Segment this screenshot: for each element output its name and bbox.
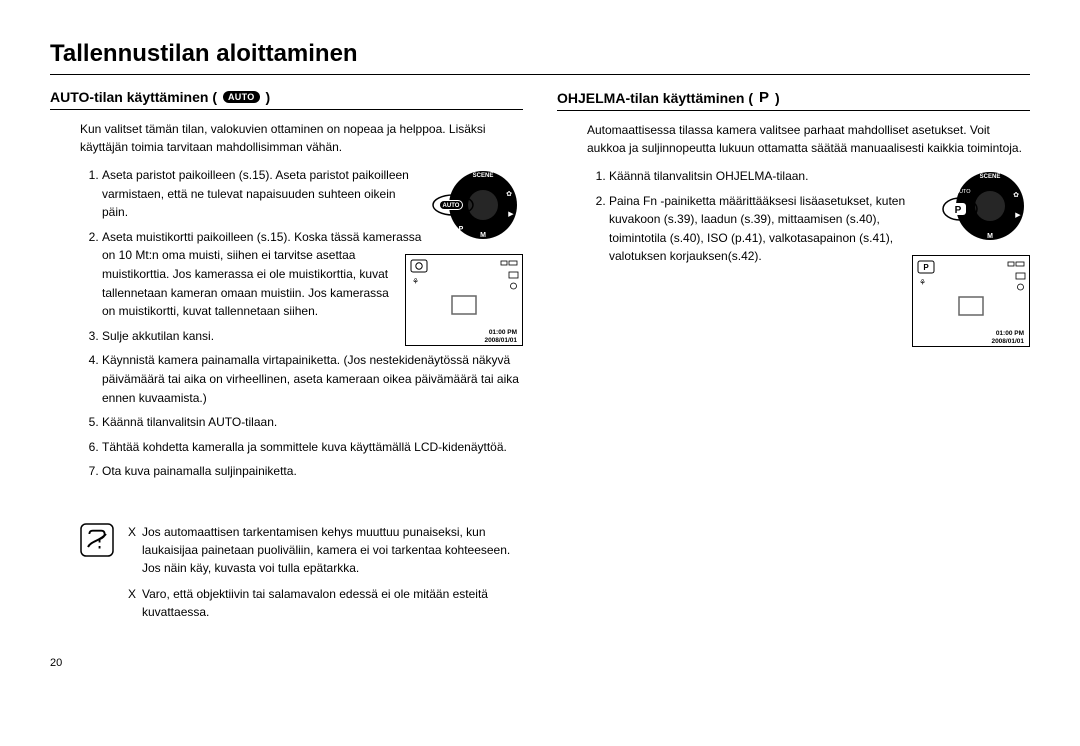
svg-text:SCENE: SCENE [473,173,494,179]
svg-text:P: P [955,205,962,216]
two-column-layout: AUTO-tilan käyttäminen ( AUTO ) Kun vali… [50,89,1030,669]
page-number: 20 [50,657,523,669]
program-heading-close: ) [775,90,780,106]
svg-text:M: M [480,232,486,239]
lcd-preview-figure-auto: ⚘ 01:00 PM 2008/01/01 [405,254,523,346]
svg-text:▶: ▶ [508,211,514,218]
auto-heading-text: AUTO-tilan käyttäminen ( [50,89,217,105]
note-item: Jos automaattisen tarkentamisen kehys mu… [128,523,523,577]
program-sub-rule [557,110,1030,111]
svg-text:M: M [987,233,993,240]
auto-step: Käynnistä kamera painamalla virtapainike… [102,351,523,407]
mode-dial-figure-program: SCENE ✿ ▶ M AUTO P [938,167,1030,245]
right-column: OHJELMA-tilan käyttäminen ( P ) Automaat… [557,89,1030,669]
note-item: Varo, että objektiivin tai salamavalon e… [128,585,523,621]
note-box: Jos automaattisen tarkentamisen kehys mu… [80,523,523,629]
auto-intro: Kun valitset tämän tilan, valokuvien ott… [80,120,523,156]
auto-step: Ota kuva painamalla suljinpainiketta. [102,462,523,481]
svg-text:AUTO: AUTO [443,203,460,209]
svg-text:SCENE: SCENE [980,174,1001,180]
lcd-time: 01:00 PM [489,329,517,336]
left-column: AUTO-tilan käyttäminen ( AUTO ) Kun vali… [50,89,523,669]
page-title: Tallennustilan aloittaminen [50,40,1030,68]
program-intro: Automaattisessa tilassa kamera valitsee … [587,121,1030,157]
auto-step: Käännä tilanvalitsin AUTO-tilaan. [102,413,523,432]
svg-text:P: P [923,263,929,272]
svg-text:▶: ▶ [1015,212,1021,219]
svg-text:P: P [459,226,464,233]
mode-dial-figure-auto: SCENE ✿ ▶ M P AUTO [431,166,523,244]
auto-heading-close: ) [266,89,271,105]
title-rule [50,74,1030,75]
lcd-date: 2008/01/01 [484,337,517,344]
svg-text:⚘: ⚘ [919,278,926,287]
auto-steps-wrap: SCENE ✿ ▶ M P AUTO [80,166,523,487]
svg-text:2008/01/01: 2008/01/01 [991,338,1024,345]
svg-text:✿: ✿ [506,191,512,198]
program-mode-heading: OHJELMA-tilan käyttäminen ( P ) [557,89,1030,106]
auto-step: Tähtää kohdetta kameralla ja sommittele … [102,438,523,457]
note-icon [80,523,114,557]
program-heading-text: OHJELMA-tilan käyttäminen ( [557,90,753,106]
lcd-preview-figure-program: P ⚘ 01:00 PM 2008/01/01 [912,255,1030,347]
auto-badge-icon: AUTO [223,91,260,104]
program-steps-wrap: SCENE ✿ ▶ M AUTO P P [587,167,1030,351]
svg-text:⚘: ⚘ [412,277,419,286]
svg-text:01:00 PM: 01:00 PM [996,330,1024,337]
auto-sub-rule [50,109,523,110]
note-list: Jos automaattisen tarkentamisen kehys mu… [128,523,523,629]
svg-text:AUTO: AUTO [955,189,971,195]
manual-page: Tallennustilan aloittaminen AUTO-tilan k… [0,0,1080,689]
program-badge-icon: P [759,89,769,106]
svg-text:✿: ✿ [1013,192,1019,199]
auto-mode-heading: AUTO-tilan käyttäminen ( AUTO ) [50,89,523,105]
